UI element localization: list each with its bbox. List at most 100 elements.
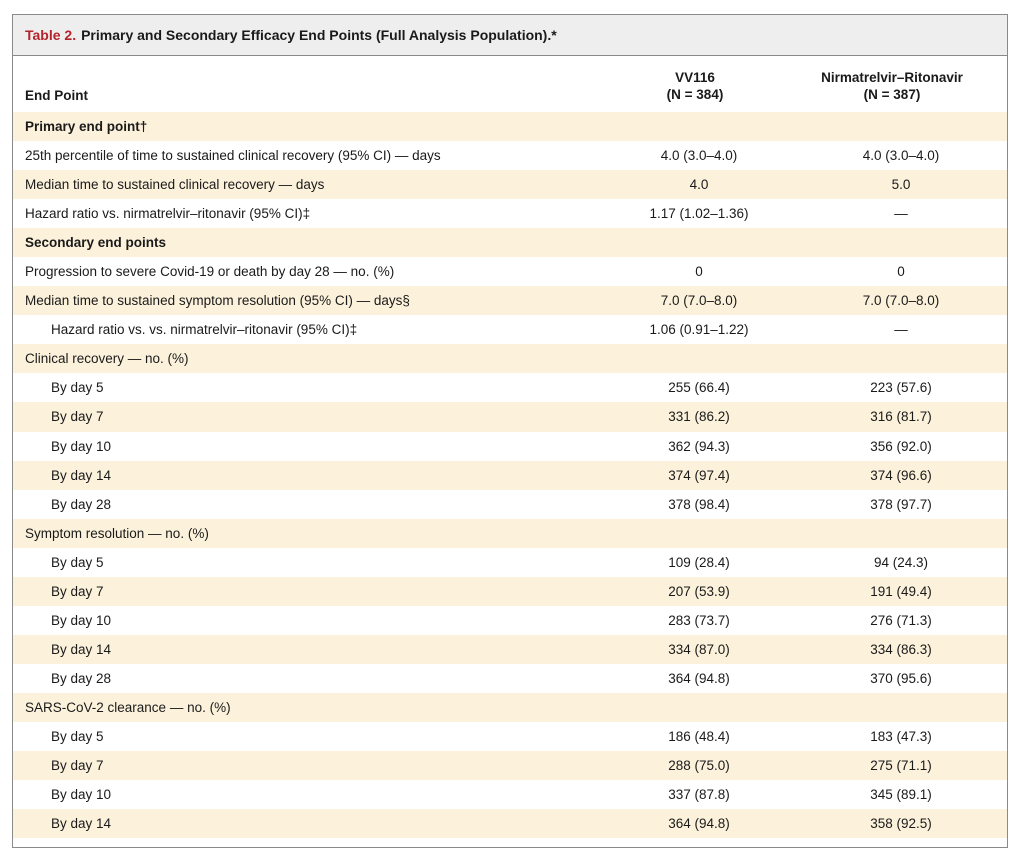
cell-endpoint: By day 10 [51, 787, 112, 803]
cell-vv116: 186 (48.4) [668, 729, 730, 744]
efficacy-table: Table 2. Primary and Secondary Efficacy … [12, 14, 1008, 848]
cell-endpoint: By day 28 [51, 670, 112, 686]
cell-vv116 [595, 112, 795, 141]
cell-nirmatrelvir: 358 (92.5) [870, 816, 932, 832]
cell-endpoint: By day 14 [51, 816, 112, 832]
table-row: By day 14 364 (94.8) 358 (92.5) [13, 809, 1007, 839]
cell-vv116 [595, 228, 795, 257]
cell-vv116: 334 (87.0) [668, 641, 730, 657]
cell-endpoint: Median time to sustained clinical recove… [25, 177, 325, 193]
cell-vv116: 331 (86.2) [668, 409, 730, 425]
cell-vv116: 109 (28.4) [668, 554, 730, 570]
table-row: By day 10 362 (94.3) 356 (92.0) [13, 432, 1007, 461]
cell-endpoint: Hazard ratio vs. vs. nirmatrelvir–ritona… [51, 322, 358, 338]
header-vv116: VV116 (N = 384) [595, 56, 795, 112]
cell-endpoint: SARS-CoV-2 clearance — no. (%) [25, 699, 231, 715]
cell-nirmatrelvir [795, 693, 989, 722]
cell-nirmatrelvir: 275 (71.1) [870, 758, 932, 774]
table-row: By day 14 374 (97.4) 374 (96.6) [13, 460, 1007, 490]
cell-endpoint: Primary end point† [25, 119, 148, 135]
cell-endpoint: Secondary end points [25, 235, 167, 251]
cell-nirmatrelvir: 94 (24.3) [873, 554, 929, 570]
cell-vv116: 283 (73.7) [668, 612, 730, 628]
cell-endpoint: By day 14 [51, 641, 112, 657]
table-row: By day 10 283 (73.7) 276 (71.3) [13, 606, 1007, 635]
cell-endpoint: Median time to sustained symptom resolut… [25, 293, 410, 309]
cell-nirmatrelvir: 0 [897, 264, 905, 280]
header-vv116-n: (N = 384) [666, 87, 724, 102]
cell-nirmatrelvir: — [894, 322, 908, 338]
cell-vv116: 337 (87.8) [668, 787, 730, 803]
table-row: By day 28 378 (98.4) 378 (97.7) [13, 490, 1007, 519]
header-nirmatrelvir-name: Nirmatrelvir–Ritonavir [821, 70, 963, 85]
table-row: Progression to severe Covid-19 or death … [13, 257, 1007, 286]
cell-vv116: 1.17 (1.02–1.36) [649, 206, 749, 222]
cell-endpoint: By day 5 [51, 380, 104, 396]
cell-nirmatrelvir: 345 (89.1) [870, 787, 932, 803]
table-row: By day 5 186 (48.4) 183 (47.3) [13, 722, 1007, 751]
cell-vv116: 4.0 [689, 177, 709, 193]
table-row: Hazard ratio vs. vs. nirmatrelvir–ritona… [13, 315, 1007, 344]
cell-endpoint: By day 7 [51, 409, 104, 425]
cell-nirmatrelvir [795, 344, 989, 373]
cell-endpoint: Symptom resolution — no. (%) [25, 525, 209, 541]
cell-vv116 [595, 519, 795, 548]
cell-nirmatrelvir [795, 519, 989, 548]
cell-vv116: 207 (53.9) [668, 583, 730, 599]
table-row: Median time to sustained clinical recove… [13, 170, 1007, 200]
cell-vv116: 288 (75.0) [668, 758, 730, 774]
table-row: 25th percentile of time to sustained cli… [13, 141, 1007, 170]
cell-vv116: 374 (97.4) [668, 467, 730, 483]
table-row: By day 10 337 (87.8) 345 (89.1) [13, 780, 1007, 809]
table-row: By day 7 331 (86.2) 316 (81.7) [13, 402, 1007, 432]
cell-nirmatrelvir: 276 (71.3) [870, 612, 932, 628]
cell-endpoint: By day 5 [51, 554, 104, 570]
table-body: Primary end point† 25th percentile of tim… [13, 112, 1007, 839]
cell-nirmatrelvir: 370 (95.6) [870, 670, 932, 686]
cell-endpoint: By day 7 [51, 758, 104, 774]
cell-nirmatrelvir: 316 (81.7) [870, 409, 932, 425]
cell-nirmatrelvir: — [894, 206, 908, 222]
table-caption-title: Primary and Secondary Efficacy End Point… [81, 27, 557, 43]
cell-vv116: 255 (66.4) [668, 380, 730, 396]
cell-endpoint: Hazard ratio vs. nirmatrelvir–ritonavir … [25, 206, 311, 222]
table-caption-label: Table 2. [25, 27, 77, 43]
cell-nirmatrelvir: 191 (49.4) [870, 583, 932, 599]
cell-vv116: 378 (98.4) [668, 496, 730, 512]
header-vv116-name: VV116 [675, 70, 715, 85]
cell-nirmatrelvir: 7.0 (7.0–8.0) [862, 293, 940, 309]
table-row: Clinical recovery — no. (%) [13, 344, 1007, 374]
cell-nirmatrelvir: 4.0 (3.0–4.0) [862, 148, 940, 164]
cell-vv116: 7.0 (7.0–8.0) [660, 293, 738, 309]
cell-vv116 [595, 693, 795, 722]
cell-endpoint: By day 7 [51, 583, 104, 599]
table-row: By day 14 334 (87.0) 334 (86.3) [13, 634, 1007, 664]
cell-vv116: 0 [695, 264, 703, 280]
cell-vv116: 4.0 (3.0–4.0) [660, 148, 738, 164]
cell-endpoint: Clinical recovery — no. (%) [25, 351, 189, 367]
table-row: By day 7 207 (53.9) 191 (49.4) [13, 576, 1007, 606]
cell-nirmatrelvir: 374 (96.6) [870, 467, 932, 483]
table-row: SARS-CoV-2 clearance — no. (%) [13, 692, 1007, 722]
cell-nirmatrelvir: 223 (57.6) [870, 380, 932, 396]
header-nirmatrelvir: Nirmatrelvir–Ritonavir (N = 387) [795, 56, 989, 112]
header-endpoint: End Point [25, 88, 88, 103]
cell-nirmatrelvir: 356 (92.0) [870, 438, 932, 454]
cell-nirmatrelvir: 334 (86.3) [870, 641, 932, 657]
cell-endpoint: By day 5 [51, 729, 104, 744]
cell-endpoint: By day 14 [51, 467, 112, 483]
table-row: By day 7 288 (75.0) 275 (71.1) [13, 751, 1007, 781]
cell-nirmatrelvir: 378 (97.7) [870, 496, 932, 512]
cell-endpoint: By day 10 [51, 612, 112, 628]
table-header-row: End Point VV116 (N = 384) Nirmatrelvir–R… [13, 56, 1007, 112]
table-row: Secondary end points [13, 228, 1007, 258]
cell-nirmatrelvir: 183 (47.3) [870, 729, 932, 744]
table-row: By day 5 109 (28.4) 94 (24.3) [13, 548, 1007, 577]
cell-vv116: 1.06 (0.91–1.22) [649, 322, 749, 338]
table-caption: Table 2. Primary and Secondary Efficacy … [13, 15, 1007, 56]
cell-vv116 [595, 344, 795, 373]
cell-nirmatrelvir [795, 228, 989, 257]
cell-endpoint: Progression to severe Covid-19 or death … [25, 264, 395, 280]
cell-vv116: 364 (94.8) [668, 816, 730, 832]
cell-endpoint: By day 10 [51, 438, 112, 454]
